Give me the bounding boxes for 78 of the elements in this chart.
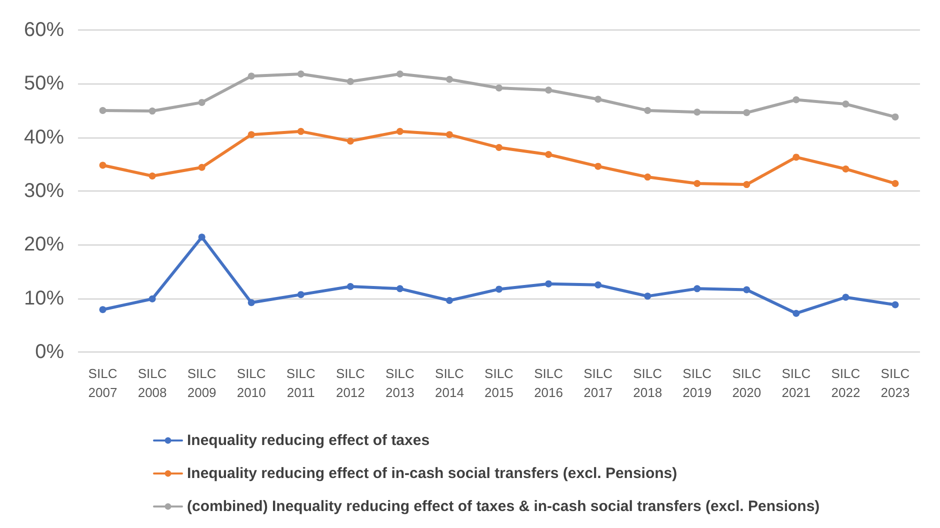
point xyxy=(346,283,354,290)
point xyxy=(743,181,750,188)
x-tick-label: SILC 2013 xyxy=(385,366,414,400)
x-tick-label: SILC 2016 xyxy=(534,366,563,400)
point xyxy=(594,96,602,103)
x-tick-label: SILC 2015 xyxy=(484,366,514,400)
point xyxy=(496,144,502,152)
legend-label: Inequality reducing effect of taxes xyxy=(187,432,430,449)
point xyxy=(248,299,255,306)
x-tick-label: SILC 2017 xyxy=(584,366,613,400)
x-tick-label: SILC 2022 xyxy=(831,366,860,400)
x-tick-label: SILC 2018 xyxy=(633,366,662,400)
point xyxy=(694,285,701,292)
point xyxy=(496,84,502,92)
point xyxy=(148,172,156,180)
point xyxy=(248,131,255,138)
point xyxy=(842,294,850,301)
point xyxy=(892,301,899,308)
x-tick-label: SILC 2008 xyxy=(138,366,167,400)
x-tick-label: SILC 2012 xyxy=(336,366,365,400)
point xyxy=(297,70,304,78)
point xyxy=(792,154,800,161)
x-tick-label: SILC 2009 xyxy=(187,366,216,400)
point xyxy=(198,98,206,106)
point xyxy=(545,280,552,288)
point xyxy=(644,107,652,114)
point xyxy=(198,164,206,171)
point xyxy=(297,128,304,135)
x-tick-label: SILC 2010 xyxy=(236,366,266,400)
point xyxy=(892,113,899,120)
point xyxy=(792,310,800,317)
y-tick-label: 20% xyxy=(24,234,64,256)
point xyxy=(792,96,800,104)
point xyxy=(396,285,404,292)
point xyxy=(297,291,304,298)
x-tick-label: SILC 2021 xyxy=(782,366,811,400)
point xyxy=(99,306,106,314)
y-tick-label: 10% xyxy=(24,287,64,310)
point xyxy=(346,78,354,86)
point xyxy=(346,138,354,145)
x-tick-label: SILC 2020 xyxy=(732,366,762,400)
x-tick-label: SILC 2014 xyxy=(435,366,464,400)
point xyxy=(743,109,750,116)
legend-label: Inequality reducing effect of in-cash social transfers (excl. Pensions) xyxy=(187,465,678,482)
y-tick-label: 40% xyxy=(24,126,64,148)
point xyxy=(99,162,106,169)
point xyxy=(248,72,255,80)
x-tick-label: SILC 2019 xyxy=(682,366,712,400)
point xyxy=(594,162,602,170)
point xyxy=(545,86,552,94)
point xyxy=(694,108,701,116)
point xyxy=(496,286,502,293)
x-tick-label: SILC 2011 xyxy=(286,366,316,400)
point xyxy=(148,295,156,302)
point xyxy=(644,174,652,181)
x-tick-label: SILC 2023 xyxy=(880,366,910,400)
point xyxy=(446,76,453,83)
point xyxy=(446,296,453,304)
point xyxy=(198,234,206,241)
x-tick-label: SILC 2007 xyxy=(88,366,118,400)
point xyxy=(743,286,750,294)
legend-label: (combined) Inequality reducing effect of taxes & in-cash social transfers (excl. Pensions) xyxy=(187,498,820,515)
point xyxy=(892,180,899,187)
point xyxy=(148,108,156,115)
y-tick-label: 0% xyxy=(35,341,64,363)
point xyxy=(644,292,652,300)
point xyxy=(594,281,602,288)
y-tick-label: 60% xyxy=(24,19,64,41)
point xyxy=(694,180,701,187)
point xyxy=(842,100,850,108)
point xyxy=(545,151,552,158)
point xyxy=(842,166,850,172)
y-tick-label: 50% xyxy=(24,72,64,95)
y-tick-label: 30% xyxy=(24,180,64,202)
point xyxy=(396,70,404,78)
point xyxy=(446,131,453,138)
point xyxy=(396,128,404,135)
point xyxy=(99,107,106,114)
